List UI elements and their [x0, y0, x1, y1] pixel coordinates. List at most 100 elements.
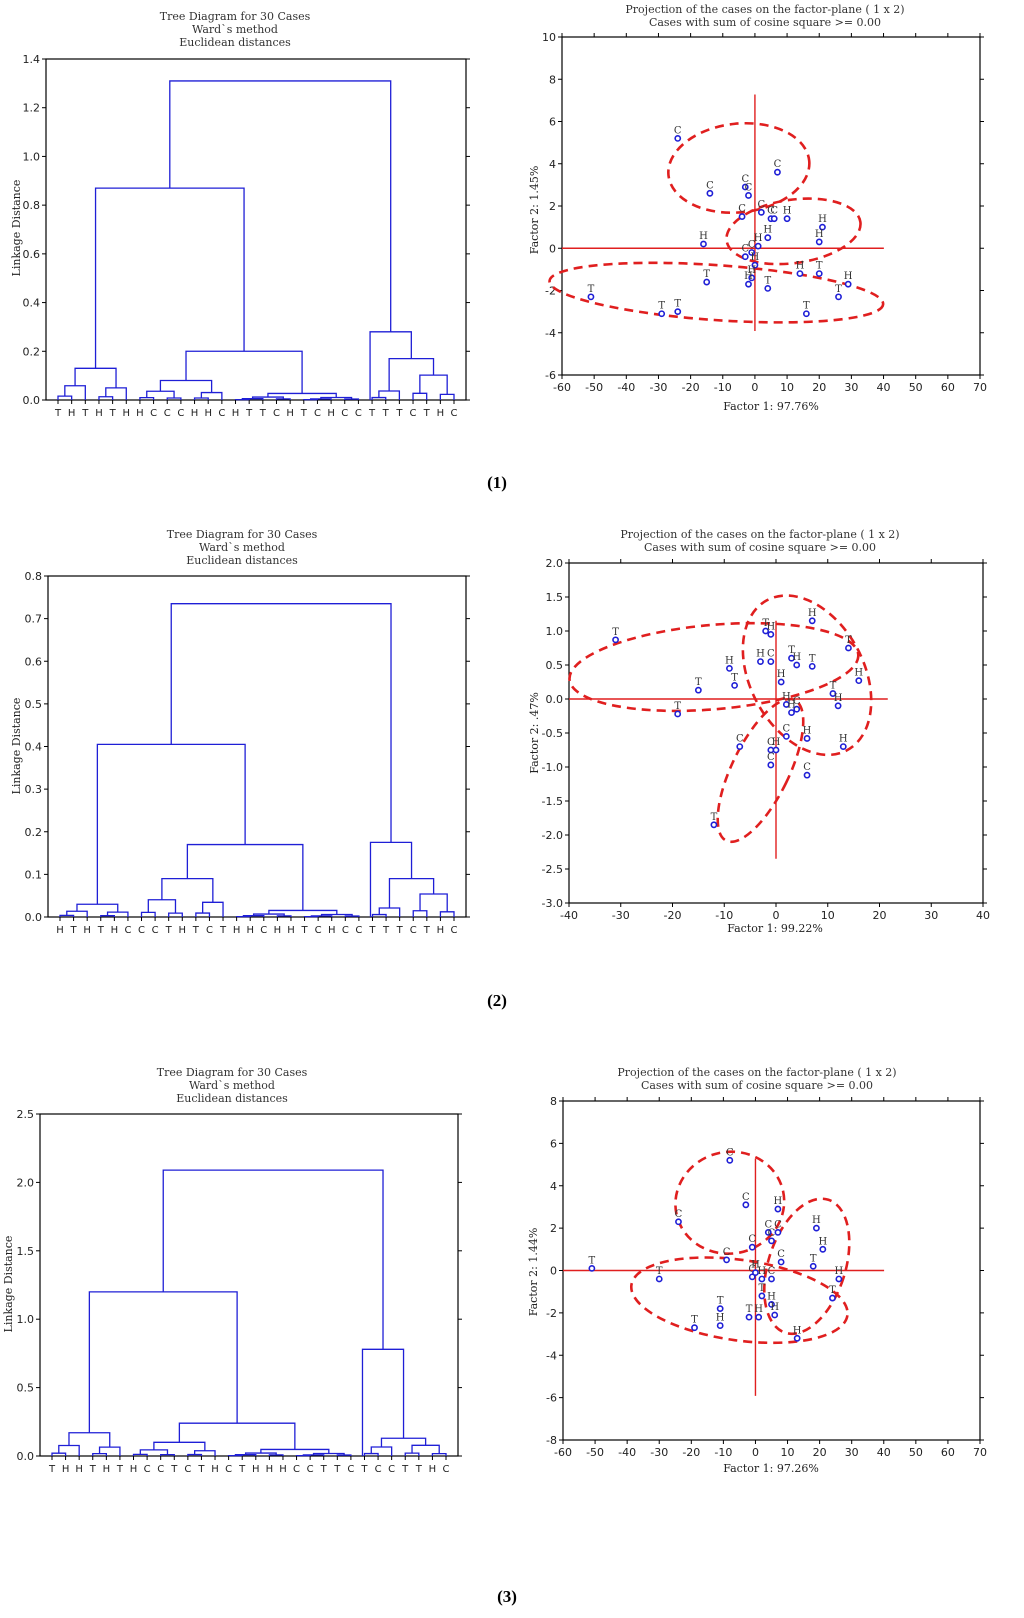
data-point: [755, 1313, 763, 1321]
x-tick-label: 10: [781, 1446, 795, 1459]
y-tick-label: 6: [550, 1137, 557, 1150]
dendrogram-link: [170, 603, 392, 843]
leaf-label: C: [451, 408, 458, 419]
leaf-label: C: [307, 1464, 314, 1475]
leaf-label: C: [315, 925, 322, 936]
scatter-ylabel: Factor 2: 1.44%: [527, 1228, 540, 1317]
panel-3: Tree Diagram for 30 Cases Ward`s method …: [2, 1066, 987, 1606]
data-point: [741, 183, 749, 191]
y-tick-label: -2.0: [542, 829, 563, 842]
y-tick-label: 0: [550, 1265, 557, 1278]
dendrogram-link: [251, 396, 284, 399]
data-point: [738, 213, 746, 220]
data-point: [845, 644, 852, 652]
panel-caption: (2): [487, 991, 507, 1010]
dendrogram-link: [193, 397, 209, 400]
dendrogram-link: [369, 841, 413, 917]
data-point-label: H: [803, 725, 812, 736]
y-tick-label: -0.5: [542, 727, 563, 740]
data-point-label: T: [759, 1283, 766, 1294]
leaf-label: H: [252, 1464, 260, 1475]
data-point: [768, 1301, 775, 1308]
dendrogram-link: [186, 843, 304, 911]
data-point: [726, 665, 733, 672]
y-tick-label: 2: [549, 200, 556, 213]
data-point: [796, 270, 804, 277]
data-point-label: C: [674, 125, 682, 136]
dendrogram-link: [92, 1452, 107, 1456]
data-point: [694, 686, 702, 694]
data-point: [745, 1313, 753, 1321]
x-tick-label: -50: [585, 381, 603, 394]
scatter-title-line: Cases with sum of cosine square >= 0.00: [641, 1079, 873, 1092]
data-point-label: C: [745, 182, 753, 193]
leaf-label: C: [218, 408, 225, 419]
data-point: [777, 1258, 785, 1266]
leaf-label: T: [54, 408, 62, 419]
panel-caption: (3): [497, 1587, 517, 1606]
scatter-xlabel: Factor 1: 97.76%: [723, 400, 819, 413]
data-point-label: T: [803, 301, 810, 312]
data-point: [770, 215, 778, 223]
data-point-label: T: [711, 812, 718, 823]
data-point-label: C: [793, 696, 801, 707]
data-point-label: H: [796, 261, 805, 272]
leaf-label: H: [179, 925, 187, 936]
dendrogram-link: [378, 907, 401, 917]
leaf-label: T: [89, 1464, 97, 1475]
y-tick-label: 0: [549, 242, 556, 255]
data-point-label: C: [748, 1234, 756, 1245]
data-point: [793, 661, 801, 669]
dendrogram-link: [439, 393, 455, 400]
data-point-label: T: [829, 1285, 836, 1296]
dendrogram-link: [370, 1446, 393, 1456]
data-point-label: C: [764, 1219, 772, 1230]
leaf-label: C: [314, 408, 321, 419]
leaf-label: T: [48, 1464, 56, 1475]
data-point: [748, 249, 756, 256]
leaf-label: T: [165, 925, 173, 936]
data-point: [809, 1262, 817, 1270]
x-tick-label: 20: [812, 381, 826, 394]
leaf-label: C: [157, 1464, 164, 1475]
data-point: [803, 735, 811, 742]
leaf-label: C: [206, 925, 213, 936]
data-point-label: H: [839, 734, 848, 745]
x-tick-label: 20: [813, 1446, 827, 1459]
dendrogram-title-line: Ward`s method: [199, 541, 285, 554]
y-tick-label: 8: [550, 1095, 557, 1108]
data-point-label: C: [777, 1249, 785, 1260]
y-tick-label: 2.0: [546, 557, 564, 570]
dendrogram-link: [168, 912, 183, 917]
x-tick-label: 0: [751, 381, 758, 394]
data-point: [758, 1275, 766, 1283]
data-point-label: C: [767, 206, 775, 217]
y-tick-label: -8: [546, 1434, 557, 1447]
data-point-label: H: [744, 271, 753, 282]
dendrogram-link: [185, 350, 303, 394]
dendrogram-ylabel: Linkage Distance: [10, 180, 23, 277]
data-point-label: T: [746, 1304, 753, 1315]
leaf-label: H: [429, 1464, 437, 1475]
leaf-label: T: [423, 925, 431, 936]
data-point-label: H: [751, 252, 760, 263]
data-point-label: C: [768, 1266, 776, 1277]
y-tick-label: 0.0: [23, 394, 41, 407]
data-point: [808, 662, 816, 670]
data-point-label: H: [758, 1266, 767, 1277]
dendrogram-link: [302, 1454, 325, 1456]
leaf-label: H: [211, 1464, 219, 1475]
cluster-ellipse: [762, 1197, 851, 1336]
leaf-label: H: [68, 408, 76, 419]
dendrogram-link: [419, 893, 448, 912]
data-point: [802, 310, 810, 318]
data-point: [767, 658, 775, 665]
data-point: [777, 678, 785, 686]
dendrogram-title-line: Tree Diagram for 30 Cases: [160, 10, 311, 23]
data-point: [815, 270, 823, 277]
data-point-label: H: [766, 621, 775, 632]
data-point: [612, 636, 619, 644]
data-point: [588, 1264, 596, 1272]
data-point: [788, 654, 795, 662]
